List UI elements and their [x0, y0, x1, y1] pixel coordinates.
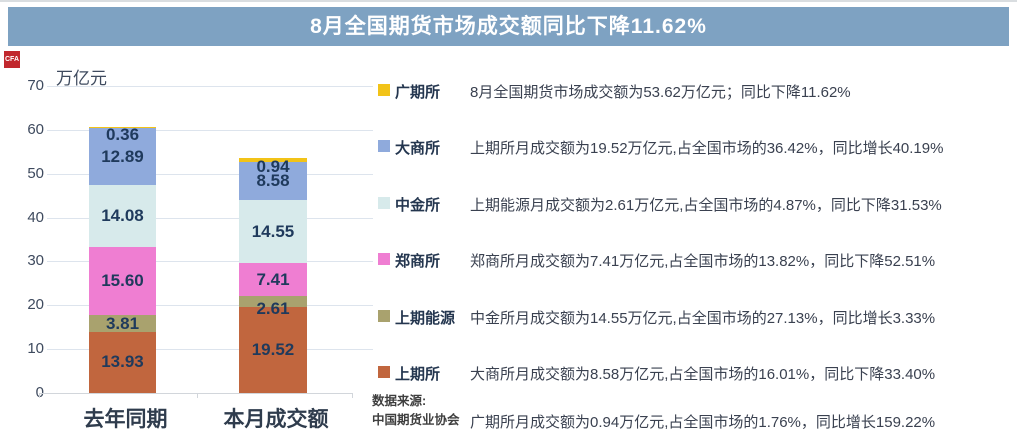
bar-value-label: 8.58 [256, 170, 290, 190]
legend-label-上期能源: 上期能源 [395, 310, 456, 327]
gridline [47, 173, 373, 175]
legend-label-中金所: 中金所 [395, 197, 441, 214]
legend-swatch-郑商所 [378, 253, 390, 265]
x-axis-tick [39, 393, 40, 398]
x-axis-category-label: 去年同期 [83, 408, 168, 431]
cfa-logo-icon: CFA [4, 51, 20, 68]
bar-segment-上期能源 [89, 315, 156, 332]
gridline [47, 129, 373, 131]
annotation-line: 中金所月成交额为14.55万亿元,占全国市场的27.13%，同比增长3.33% [470, 310, 936, 327]
gridline [47, 261, 373, 263]
bar-segment-上期能源 [239, 295, 307, 308]
annotation-line: 上期能源月成交额为2.61万亿元,占全国市场的4.87%，同比下降31.53% [470, 197, 942, 214]
legend-swatch-中金所 [378, 197, 390, 209]
bar-value-label: 0.94 [256, 156, 290, 176]
y-axis-tick-label: 30 [27, 252, 44, 270]
legend-swatch-上期能源 [378, 310, 390, 322]
legend-swatch-大商所 [378, 140, 390, 152]
bar-value-label: 13.93 [101, 352, 144, 372]
y-axis-tick-label: 40 [27, 208, 44, 226]
bar-segment-大商所 [89, 128, 156, 186]
gridline [47, 217, 373, 219]
bar-segment-广期所 [239, 157, 307, 162]
x-axis-category-label: 本月成交额 [223, 408, 329, 431]
annotation-line: 8月全国期货市场成交额为53.62万亿元；同比下降11.62% [470, 84, 851, 101]
bar-segment-上期所 [89, 331, 156, 393]
bar-value-label: 3.81 [105, 313, 140, 333]
bar-value-label: 19.52 [251, 340, 295, 360]
legend-swatch-广期所 [378, 84, 390, 96]
gridline [47, 305, 373, 307]
y-axis-tick-label: 20 [27, 296, 44, 314]
legend-label-上期所: 上期所 [395, 366, 441, 383]
legend-label-广期所: 广期所 [395, 84, 441, 101]
y-axis-tick-label: 0 [8, 384, 44, 401]
annotation-line: 广期所月成交额为0.94万亿元,占全国市场的1.76%，同比增长159.22% [470, 414, 936, 431]
bar-value-label: 2.61 [256, 298, 290, 318]
bar-value-label: 0.36 [105, 124, 140, 144]
y-axis-tick-label: 50 [27, 164, 44, 182]
data-source-label: 数据来源: [372, 394, 427, 408]
bar-value-label: 15.60 [101, 270, 144, 290]
y-axis-tick-label: 70 [27, 77, 44, 94]
y-axis-tick-label: 60 [27, 120, 44, 138]
bar-segment-郑商所 [89, 246, 156, 316]
annotation-line: 上期所月成交额为19.52万亿元,占全国市场的36.42%，同比增长40.19% [470, 140, 944, 157]
y-axis-tick-label: 10 [27, 340, 44, 358]
x-axis-tick [352, 393, 353, 398]
bar-segment-广期所 [89, 126, 156, 129]
bar-segment-中金所 [89, 185, 156, 247]
bar-segment-中金所 [239, 199, 307, 264]
bar-segment-上期所 [239, 307, 307, 393]
x-axis-line [39, 393, 353, 394]
bar-segment-大商所 [239, 162, 307, 200]
legend-swatch-上期所 [378, 366, 390, 378]
data-source-name: 中国期货业协会 [372, 413, 460, 427]
bar-value-label: 14.55 [251, 221, 295, 241]
bar-segment-郑商所 [239, 263, 307, 296]
page-title: 8月全国期货市场成交额同比下降11.62% [8, 7, 1009, 46]
legend-label-大商所: 大商所 [395, 140, 441, 157]
annotation-line: 郑商所月成交额为7.41万亿元,占全国市场的13.82%，同比下降52.51% [470, 253, 936, 270]
gridline [47, 349, 373, 351]
x-axis-tick [197, 393, 198, 398]
gridline [47, 86, 373, 87]
annotation-line: 大商所月成交额为8.58万亿元,占全国市场的16.01%，同比下降33.40% [470, 366, 936, 383]
legend-label-郑商所: 郑商所 [395, 253, 441, 270]
bar-value-label: 12.89 [101, 146, 144, 166]
bar-value-label: 14.08 [101, 205, 144, 225]
y-axis-unit-label: 万亿元 [56, 69, 107, 88]
bar-value-label: 7.41 [256, 269, 290, 289]
